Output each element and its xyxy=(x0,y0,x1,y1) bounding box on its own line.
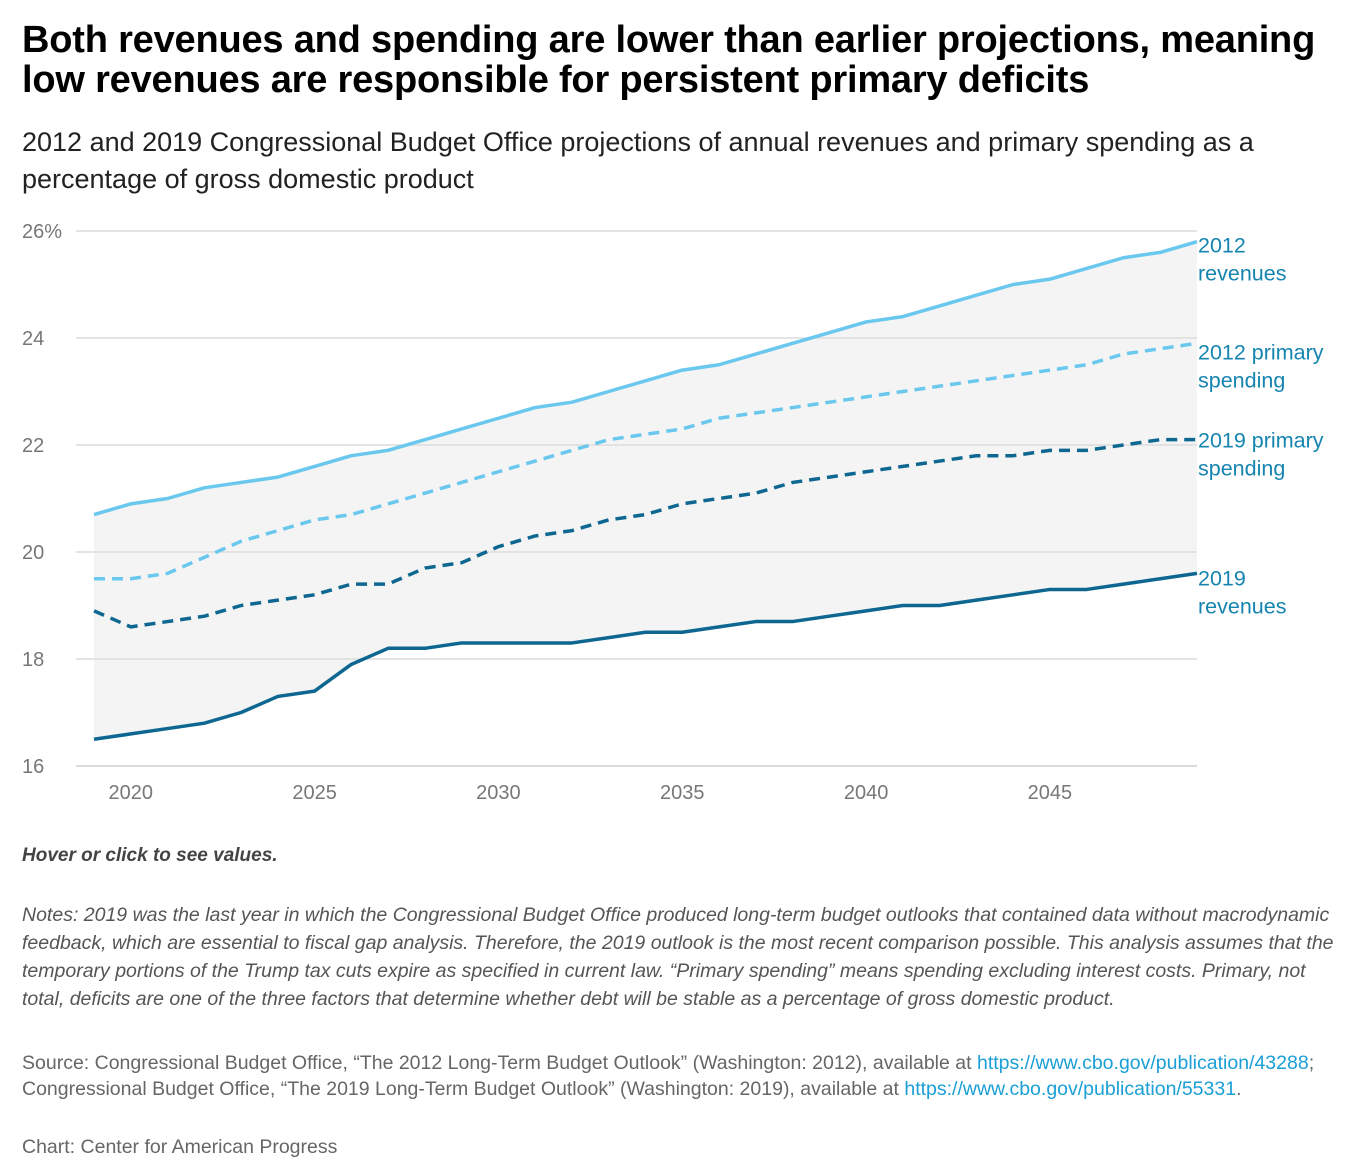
series-label-line: spending xyxy=(1198,368,1285,392)
x-tick-label: 2040 xyxy=(844,782,889,804)
chart-credit: Chart: Center for American Progress xyxy=(22,1136,338,1158)
chart-title: Both revenues and spending are lower tha… xyxy=(22,19,1316,101)
shaded-band-layer xyxy=(94,241,1197,740)
series-label-line: 2019 primary xyxy=(1198,429,1324,453)
series-line-2019-primary-spending[interactable] xyxy=(93,437,1197,629)
source-middle: ; Congressional Budget Office, “The 2019… xyxy=(22,1052,1315,1100)
x-tick-label: 2020 xyxy=(109,782,154,804)
series-line-2012-revenues[interactable] xyxy=(93,240,1198,517)
y-tick-label: 16 xyxy=(22,756,44,778)
series-line-2019-revenues[interactable] xyxy=(93,571,1198,741)
y-tick-label: 22 xyxy=(22,435,44,457)
series-label-line: 2012 xyxy=(1198,234,1246,258)
chart-subtitle: 2012 and 2019 Congressional Budget Offic… xyxy=(22,127,1254,194)
series-label-line: 2019 xyxy=(1198,566,1246,590)
source-link-2019[interactable]: https://www.cbo.gov/publication/55331 xyxy=(904,1078,1237,1100)
chart-notes: Notes: 2019 was the last year in which t… xyxy=(22,904,1334,1010)
shaded-band xyxy=(94,241,1197,740)
interaction-hint: Hover or click to see values. xyxy=(22,845,278,866)
series-line-2012-primary-spending[interactable] xyxy=(94,341,1198,581)
y-tick-label: 18 xyxy=(22,649,44,671)
gridlines xyxy=(76,230,1197,767)
series-lines[interactable] xyxy=(93,240,1198,741)
series-label-line: 2012 primary xyxy=(1198,340,1324,364)
source-prefix: Source: Congressional Budget Office, “Th… xyxy=(22,1052,977,1074)
x-tick-label: 2025 xyxy=(292,782,337,804)
source-link-2012[interactable]: https://www.cbo.gov/publication/43288 xyxy=(976,1052,1309,1074)
series-label-line: revenues xyxy=(1198,594,1286,618)
chart-source: Source: Congressional Budget Office, “Th… xyxy=(22,1050,1352,1102)
y-tick-label: 26% xyxy=(22,221,62,243)
series-label-line: revenues xyxy=(1198,262,1286,286)
series-labels: 2012 revenues 2012 primary spending 2019 pri… xyxy=(1198,234,1324,619)
source-suffix: . xyxy=(1236,1078,1242,1100)
y-tick-label: 20 xyxy=(22,542,44,564)
axes: 16 18 20 22 24 26% 2020 2025 2030 2035 2040 2045 xyxy=(22,221,1072,804)
series-label-line: spending xyxy=(1198,457,1285,481)
y-tick-label: 24 xyxy=(22,328,44,350)
x-tick-label: 2035 xyxy=(660,782,705,804)
line-chart: 16 18 20 22 24 26% 2020 2025 2030 2035 2040 2045 20… xyxy=(22,221,1324,804)
x-tick-label: 2045 xyxy=(1028,782,1073,804)
x-tick-label: 2030 xyxy=(476,782,521,804)
